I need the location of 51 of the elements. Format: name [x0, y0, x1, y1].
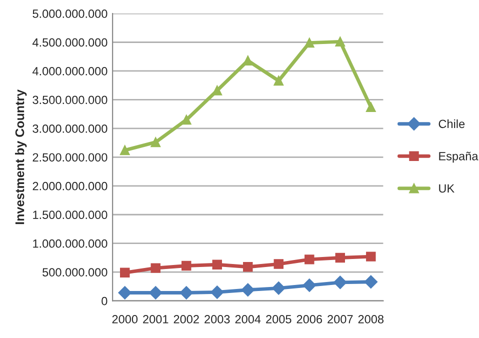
point [304, 254, 314, 264]
point [182, 114, 192, 125]
legend-label: España [439, 152, 478, 163]
x-tick-label: 2002 [174, 315, 199, 324]
x-tick-label: 2003 [204, 315, 230, 324]
point [150, 263, 160, 273]
point [366, 102, 376, 112]
point [274, 259, 284, 269]
point [120, 145, 130, 156]
x-tick-label: 2001 [143, 315, 168, 324]
x-tick-label: 2008 [358, 315, 384, 324]
point [304, 38, 314, 48]
point [149, 286, 162, 300]
y-tick-label: 2.500.000.000 [32, 153, 108, 162]
x-tick-label: 2006 [296, 315, 322, 324]
point [366, 252, 376, 262]
y-tick-label: 3.500.000.000 [32, 96, 108, 104]
point [120, 268, 130, 278]
point [241, 283, 254, 296]
point [243, 262, 253, 272]
point [212, 86, 222, 96]
point [335, 252, 346, 263]
point [334, 276, 347, 290]
point [182, 260, 192, 271]
y-axis-title: Investment by Country [15, 90, 27, 224]
y-tick-label: 2.000.000.000 [32, 182, 108, 190]
x-tick-label: 2004 [235, 315, 261, 324]
x-tick-label: 2007 [328, 315, 353, 324]
x-tick-label: 2000 [112, 315, 138, 324]
point [212, 260, 222, 270]
point [150, 137, 160, 148]
point [180, 286, 193, 300]
point [335, 36, 346, 47]
legend-label: Chile [438, 119, 465, 128]
y-tick-label: 4.500.000.000 [32, 38, 108, 47]
y-tick-label: 4.000.000.000 [32, 67, 108, 76]
point [210, 286, 224, 299]
point [243, 56, 253, 66]
point [118, 286, 132, 300]
y-tick-label: 0 [102, 296, 108, 306]
point [272, 282, 286, 295]
x-tick-label: 2005 [266, 315, 292, 324]
y-tick-label: 3.000.000.000 [32, 124, 108, 133]
y-tick-label: 500.000.000 [42, 268, 108, 276]
y-tick-label: 5.000.000.000 [32, 10, 108, 18]
point [302, 278, 316, 292]
y-tick-label: 1.000.000.000 [33, 239, 108, 248]
point [274, 76, 284, 86]
point [364, 275, 378, 288]
y-tick-label: 1.500.000.000 [33, 210, 108, 220]
legend-label: UK [439, 184, 454, 193]
